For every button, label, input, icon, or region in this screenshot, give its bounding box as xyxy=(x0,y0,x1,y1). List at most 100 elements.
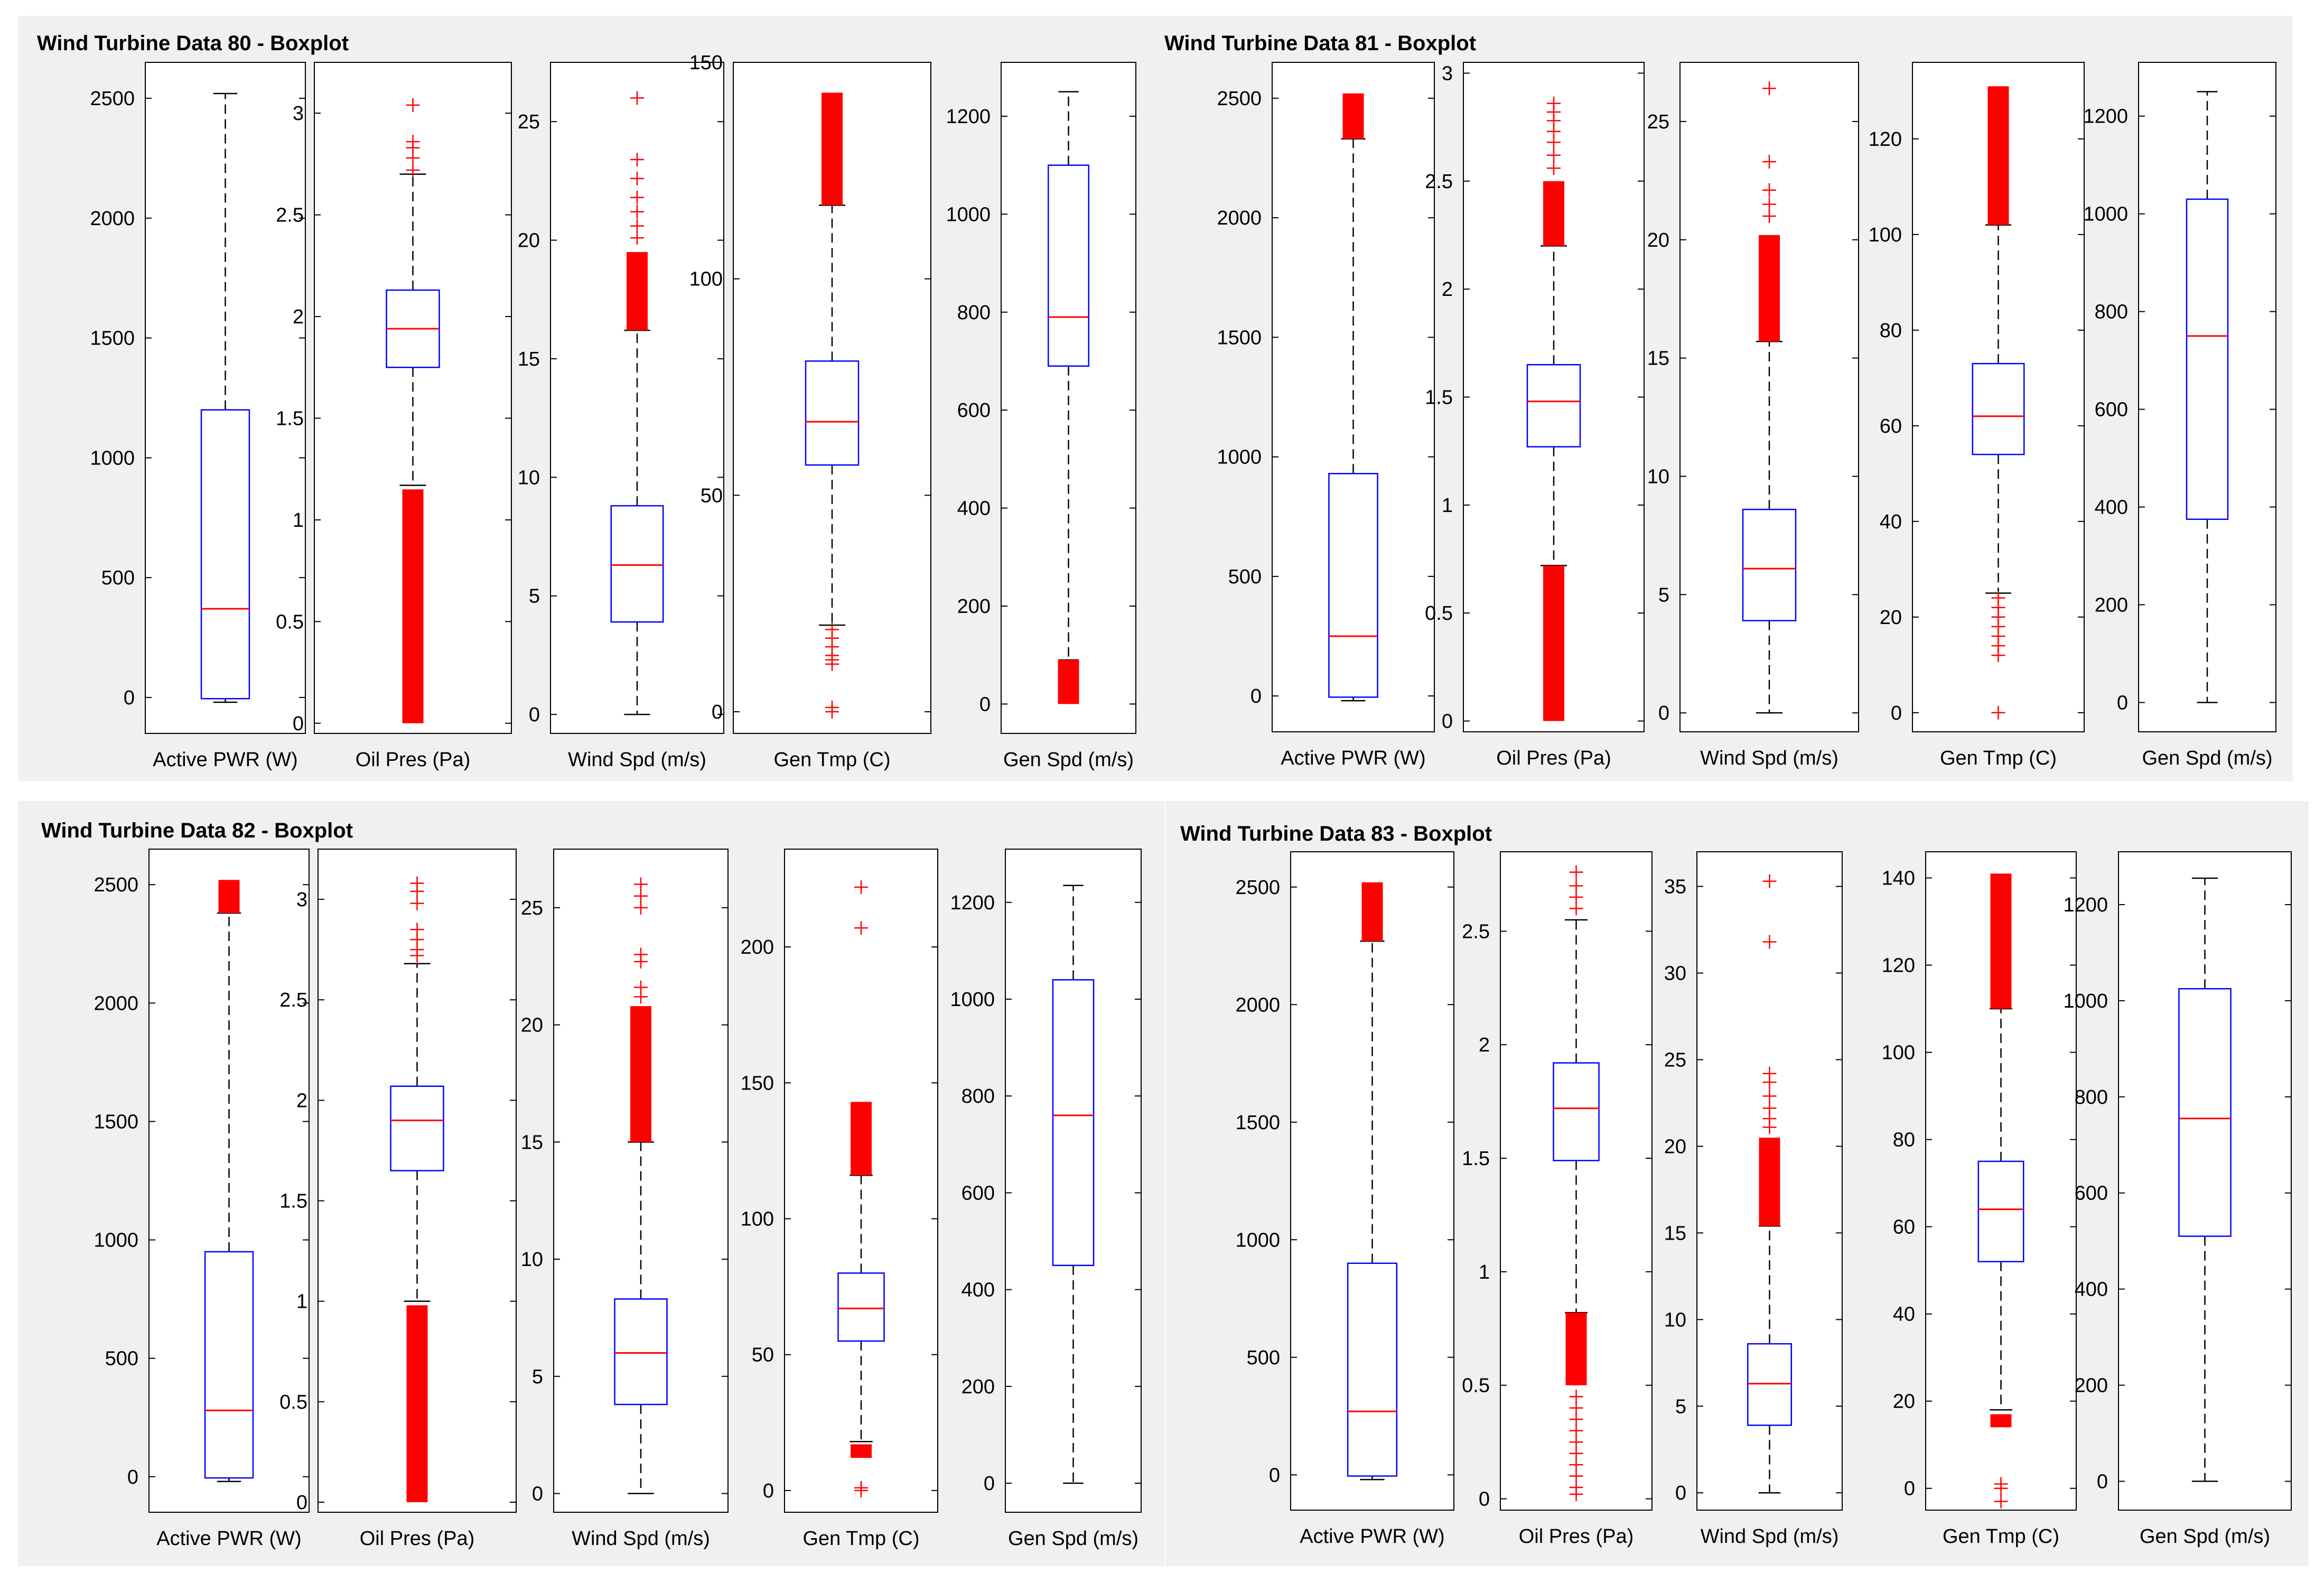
iqr-box xyxy=(1553,1062,1600,1161)
y-tick-label: 60 xyxy=(1893,1216,1915,1239)
y-tick-label: 80 xyxy=(1880,320,1902,342)
y-tick-label: 1.5 xyxy=(1425,387,1453,409)
y-tick-label: 150 xyxy=(689,52,723,74)
outlier-marker xyxy=(1762,197,1776,211)
y-tick-label: 0 xyxy=(293,713,304,735)
y-tick-label: 600 xyxy=(957,399,991,422)
outlier-marker xyxy=(406,625,420,639)
y-tick-label: 1000 xyxy=(1217,446,1262,469)
x-axis-label: Gen Tmp (C) xyxy=(802,1528,919,1550)
iqr-box xyxy=(1747,1343,1792,1426)
y-tick-label: 0 xyxy=(984,1473,995,1495)
y-tick-label: 2 xyxy=(296,1090,307,1112)
outlier-marker xyxy=(406,675,420,690)
outlier-marker xyxy=(1569,865,1583,879)
y-tick-label: 15 xyxy=(1647,348,1669,370)
outlier-marker xyxy=(410,948,424,963)
y-tick-label: 600 xyxy=(2075,1183,2108,1205)
outlier-marker xyxy=(1547,161,1561,175)
y-tick-label: 10 xyxy=(518,467,540,489)
outlier-marker xyxy=(1762,1120,1777,1134)
y-tick-label: 400 xyxy=(957,498,991,520)
outlier-band xyxy=(1990,1414,2012,1428)
outlier-marker xyxy=(634,889,648,903)
y-tick-label: 0 xyxy=(124,687,135,709)
y-tick-label: 2.5 xyxy=(279,989,307,1011)
y-tick-label: 0 xyxy=(1479,1488,1490,1511)
iqr-box xyxy=(1052,979,1095,1267)
outlier-marker xyxy=(406,151,420,165)
y-tick-label: 200 xyxy=(957,595,991,618)
iqr-box xyxy=(837,1272,885,1342)
y-tick-label: 1000 xyxy=(950,989,995,1011)
y-tick-label: 1.5 xyxy=(279,1190,307,1213)
iqr-box xyxy=(805,360,860,466)
x-axis-label: Gen Tmp (C) xyxy=(1940,747,2057,769)
x-axis-label: Wind Spd (m/s) xyxy=(1701,1525,1839,1548)
y-tick-label: 25 xyxy=(518,111,540,133)
y-tick-label: 10 xyxy=(521,1249,543,1271)
y-tick-label: 0 xyxy=(2097,1471,2108,1493)
x-axis-label: Gen Tmp (C) xyxy=(1943,1525,2059,1548)
y-tick-label: 2000 xyxy=(1217,207,1262,229)
x-axis-label: Gen Spd (m/s) xyxy=(1008,1528,1138,1550)
y-tick-label: 1000 xyxy=(1235,1229,1280,1251)
axes-frame xyxy=(148,849,310,1513)
y-tick-label: 0 xyxy=(529,704,540,726)
outlier-marker xyxy=(630,91,644,105)
y-tick-label: 1000 xyxy=(90,447,135,469)
outlier-band xyxy=(406,1305,428,1502)
y-tick-label: 2 xyxy=(1442,278,1453,301)
outlier-marker xyxy=(410,896,424,910)
y-tick-label: 1500 xyxy=(90,328,135,350)
y-tick-label: 0 xyxy=(1904,1478,1915,1500)
x-axis-label: Oil Pres (Pa) xyxy=(1519,1525,1634,1548)
y-tick-label: 1500 xyxy=(1217,327,1262,349)
y-tick-label: 5 xyxy=(1675,1395,1686,1418)
outlier-marker xyxy=(406,604,420,619)
x-axis-label: Gen Spd (m/s) xyxy=(2142,747,2272,769)
axes-frame xyxy=(2138,62,2276,732)
outlier-band xyxy=(1543,181,1564,246)
chart-title: Wind Turbine Data 83 - Boxplot xyxy=(1180,822,1492,845)
x-axis-label: Oil Pres (Pa) xyxy=(356,749,470,771)
outlier-band xyxy=(1987,86,2009,225)
outlier-marker xyxy=(406,706,420,720)
y-tick-label: 20 xyxy=(518,230,540,252)
y-tick-label: 200 xyxy=(962,1376,995,1398)
y-tick-label: 0 xyxy=(1891,702,1902,724)
y-tick-label: 2000 xyxy=(1235,994,1280,1016)
outlier-marker xyxy=(1994,1481,2008,1495)
y-tick-label: 1 xyxy=(293,509,304,532)
y-tick-label: 0 xyxy=(2117,692,2128,714)
iqr-box xyxy=(1328,473,1378,698)
y-tick-label: 1500 xyxy=(1235,1112,1280,1134)
outlier-marker xyxy=(1991,648,2005,663)
y-tick-label: 800 xyxy=(962,1085,995,1108)
outlier-band xyxy=(851,1444,872,1458)
x-axis-label: Gen Tmp (C) xyxy=(773,749,890,771)
y-tick-label: 120 xyxy=(1869,128,1902,151)
iqr-box xyxy=(1347,1262,1398,1477)
chart-title: Wind Turbine Data 82 - Boxplot xyxy=(41,819,353,842)
y-tick-label: 25 xyxy=(521,897,543,919)
outlier-marker xyxy=(825,657,839,671)
iqr-box xyxy=(1972,362,2025,455)
y-tick-label: 1000 xyxy=(2083,203,2128,226)
y-tick-label: 2000 xyxy=(90,208,135,230)
y-tick-label: 500 xyxy=(105,1348,138,1370)
y-tick-label: 500 xyxy=(1247,1347,1280,1369)
y-tick-label: 25 xyxy=(1647,111,1669,133)
y-tick-label: 1000 xyxy=(946,203,991,226)
y-tick-label: 30 xyxy=(1664,963,1686,985)
x-axis-label: Active PWR (W) xyxy=(156,1528,301,1550)
y-tick-label: 1000 xyxy=(94,1230,138,1252)
y-tick-label: 2000 xyxy=(94,992,138,1015)
outlier-marker xyxy=(406,543,420,557)
y-tick-label: 800 xyxy=(2095,301,2128,323)
y-tick-label: 0 xyxy=(979,693,991,715)
outlier-marker xyxy=(854,921,868,935)
y-tick-label: 5 xyxy=(532,1366,543,1388)
outlier-band xyxy=(822,92,843,206)
y-tick-label: 1200 xyxy=(950,892,995,914)
